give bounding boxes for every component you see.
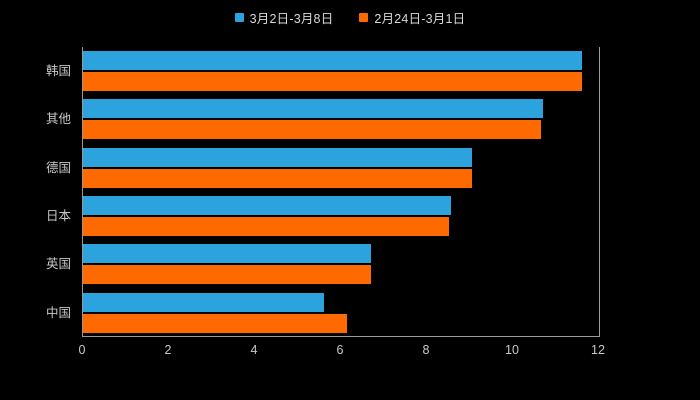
legend-item[interactable]: 2月24日-3月1日 xyxy=(359,8,465,27)
x-tick-label: 10 xyxy=(505,343,519,357)
chart-legend: 3月2日-3月8日 2月24日-3月1日 xyxy=(0,8,700,27)
bar-group: 日本 xyxy=(46,192,599,240)
category-label: 日本 xyxy=(45,209,71,224)
bar[interactable] xyxy=(83,292,324,312)
bar-group: 德国 xyxy=(46,144,599,192)
y-axis-line xyxy=(82,47,83,337)
bar-group: 韩国 xyxy=(46,47,599,95)
bar[interactable] xyxy=(83,99,544,119)
bar[interactable] xyxy=(83,244,372,264)
square-marker xyxy=(234,13,244,22)
bar[interactable] xyxy=(83,51,582,71)
legend-label: 3月2日-3月8日 xyxy=(249,12,334,26)
bar[interactable] xyxy=(83,196,451,216)
x-tick-label: 4 xyxy=(250,343,258,357)
square-marker xyxy=(359,13,369,22)
x-tick-label: 8 xyxy=(422,343,430,357)
bar[interactable] xyxy=(83,72,582,92)
category-label: 其他 xyxy=(45,112,71,127)
plot-area: 韩国其他德国日本英国中国 0 2 4 6 8 10 12 xyxy=(46,47,605,357)
plot-right-border xyxy=(599,47,600,337)
category-label: 德国 xyxy=(45,160,71,175)
legend-item[interactable]: 3月2日-3月8日 xyxy=(234,8,334,27)
category-label: 英国 xyxy=(45,257,71,272)
bar[interactable] xyxy=(83,217,449,237)
bar[interactable] xyxy=(83,168,473,188)
bar-group: 其他 xyxy=(46,95,599,143)
category-label: 韩国 xyxy=(45,64,71,79)
x-tick-label: 6 xyxy=(336,343,344,357)
x-axis-line xyxy=(82,336,600,337)
bar-group: 中国 xyxy=(46,289,599,337)
bar[interactable] xyxy=(83,147,473,167)
bar[interactable] xyxy=(83,265,372,285)
x-tick-label: 12 xyxy=(591,343,605,357)
category-label: 中国 xyxy=(45,305,71,320)
x-tick-label: 2 xyxy=(164,343,172,357)
bar[interactable] xyxy=(83,120,541,140)
legend-label: 2月24日-3月1日 xyxy=(374,12,466,26)
x-tick-label: 0 xyxy=(78,343,86,357)
bar[interactable] xyxy=(83,313,348,333)
bar-group: 英国 xyxy=(46,240,599,288)
